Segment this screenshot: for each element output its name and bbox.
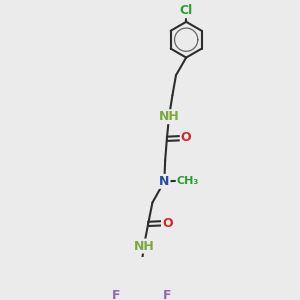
Text: F: F [163, 289, 172, 300]
Text: Cl: Cl [180, 4, 193, 17]
Text: O: O [181, 131, 191, 144]
Text: NH: NH [159, 110, 179, 123]
Text: O: O [162, 217, 172, 230]
Text: NH: NH [134, 239, 154, 253]
Text: N: N [159, 175, 169, 188]
Text: CH₃: CH₃ [177, 176, 199, 185]
Text: F: F [112, 289, 120, 300]
